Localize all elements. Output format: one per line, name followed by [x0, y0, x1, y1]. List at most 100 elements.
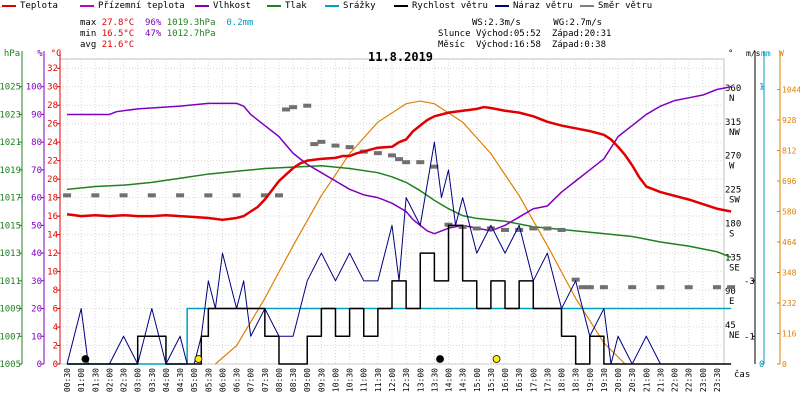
x-tick-label: 06:30 — [233, 368, 242, 392]
wind-dir-tick-label: 315 — [725, 118, 741, 128]
wind-direction-mark — [260, 193, 269, 198]
radiation-tick-label: 116 — [782, 330, 797, 339]
sun-marker — [492, 355, 501, 363]
pressure-tick-label: 1009 — [0, 305, 21, 315]
x-tick-label: 01:00 — [77, 368, 86, 392]
stat-max-label: max — [80, 18, 97, 28]
x-tick-label: 12:00 — [388, 368, 397, 392]
humidity-tick-label: 50 — [31, 221, 42, 231]
x-tick-label: 03:00 — [134, 368, 143, 392]
x-tick-label: 00:30 — [63, 368, 72, 392]
wind-direction-mark — [388, 153, 396, 158]
x-tick-label: 18:30 — [572, 368, 581, 392]
wind-direction-mark — [317, 139, 326, 144]
radiation-tick-label: 348 — [782, 269, 797, 278]
x-tick-label: 04:30 — [176, 368, 185, 392]
moon-set: Západ:0:38 — [551, 40, 606, 50]
humidity-tick-label: 70 — [31, 166, 42, 176]
wind-gust-line — [66, 141, 732, 365]
stat-min-label: min — [80, 29, 97, 39]
wind-direction-mark — [282, 107, 291, 112]
temperature-tick-label: 18 — [47, 194, 58, 204]
stats-block: max 27.8°C 96% 1019.3hPa 0.2mm min 16.5°… — [80, 18, 253, 51]
x-tick-label: 08:30 — [289, 368, 298, 392]
legend-swatch — [394, 4, 408, 7]
x-tick-label: 21:00 — [642, 368, 651, 392]
radiation-tick-label: 580 — [782, 208, 797, 217]
legend-swatch — [195, 4, 209, 7]
temperature-tick-label: 26 — [47, 120, 58, 130]
x-tick-label: 15:00 — [473, 368, 482, 392]
temperature-tick-label: 22 — [47, 157, 58, 167]
x-tick-label: 02:00 — [105, 368, 114, 392]
x-tick-label: 23:00 — [699, 368, 708, 392]
wind-direction-mark — [599, 285, 608, 290]
x-tick-label: 10:30 — [346, 368, 355, 392]
wind-direction-mark — [274, 193, 283, 198]
wind-direction-mark — [310, 142, 319, 147]
wind-ws: WS:2.3m/s — [472, 18, 521, 28]
wind-direction-mark — [289, 105, 298, 110]
x-axis: 00:30 01:00 01:30 02:00 02:30 03:00 03:30 04:00… — [63, 368, 750, 392]
chart-title: 11.8.2019 — [368, 50, 434, 64]
stat-avg-temp: 21.6°C — [101, 40, 135, 50]
wind-direction-mark — [571, 277, 580, 282]
temperature-tick-label: 30 — [47, 83, 58, 93]
humidity-tick-label: 10 — [31, 332, 42, 342]
humidity-tick-label: 80 — [31, 138, 42, 148]
wind-direction-mark — [204, 193, 213, 198]
x-axis-label: čas — [734, 369, 750, 380]
legend-item-vlhkost: Vlhkost — [195, 1, 251, 11]
pressure-tick-label: 1025 — [0, 83, 21, 93]
legend-item-smer-vetru: Směr větru — [580, 1, 652, 11]
wind-direction-mark — [515, 227, 524, 232]
wind-dir-tick-label: 225 — [725, 186, 741, 196]
legend-swatch — [267, 4, 281, 7]
legend-swatch — [325, 4, 339, 7]
wind-direction-mark — [331, 143, 340, 148]
stat-max-temp: 27.8°C — [101, 18, 135, 28]
temperature-tick-label: 10 — [47, 268, 58, 278]
x-tick-label: 09:30 — [317, 368, 326, 392]
temperature-tick-label: 4 — [53, 323, 58, 333]
right-axes: °45NE90E135SE180S225SW270W315NW360Nm/s-1… — [725, 49, 800, 370]
wind-direction-mark — [395, 157, 404, 162]
wind-info: WS:2.3m/s WG:2.7m/s — [472, 18, 602, 29]
x-tick-label: 17:30 — [543, 368, 552, 392]
wind-dir-tick-label: 180 — [725, 219, 741, 229]
x-tick-label: 13:00 — [416, 368, 425, 392]
radiation-tick-label: 928 — [782, 116, 797, 125]
wind-direction-mark — [656, 285, 665, 290]
x-tick-label: 16:00 — [501, 368, 510, 392]
wind-dir-compass-label: NW — [729, 128, 740, 138]
x-tick-label: 04:00 — [162, 368, 171, 392]
humidity-tick-label: 40 — [31, 249, 42, 259]
radiation-axis-label: W — [779, 49, 784, 58]
wind-direction-mark — [501, 227, 510, 232]
pressure-axis-label: hPa — [4, 49, 20, 59]
stat-max-hum: 96% — [145, 18, 162, 28]
temperature-line — [66, 105, 732, 222]
legend-swatch — [580, 4, 594, 7]
wind-direction-mark — [402, 160, 411, 165]
legend-label: Srážky — [343, 1, 376, 11]
wind-direction-mark — [684, 285, 693, 290]
x-tick-label: 23:30 — [713, 368, 722, 392]
radiation-tick-label: 812 — [782, 147, 797, 156]
x-tick-label: 11:30 — [374, 368, 383, 392]
temperature-tick-label: 20 — [47, 175, 58, 185]
wind-speed-tick-label: -1 — [744, 332, 755, 342]
temperature-tick-label: 6 — [53, 305, 58, 315]
wind-direction-mark — [373, 151, 382, 156]
pressure-tick-label: 1019 — [0, 166, 21, 176]
pressure-tick-label: 1005 — [0, 360, 21, 370]
x-tick-label: 22:00 — [671, 368, 680, 392]
stat-max-press: 1019.3hPa — [166, 18, 216, 28]
legend-label: Teplota — [20, 1, 58, 11]
pressure-tick-label: 1011 — [0, 277, 21, 287]
x-tick-label: 01:30 — [91, 368, 100, 392]
pressure-tick-label: 1015 — [0, 221, 21, 231]
wind-direction-mark — [557, 227, 566, 232]
humidity-tick-label: 100 — [26, 83, 42, 93]
